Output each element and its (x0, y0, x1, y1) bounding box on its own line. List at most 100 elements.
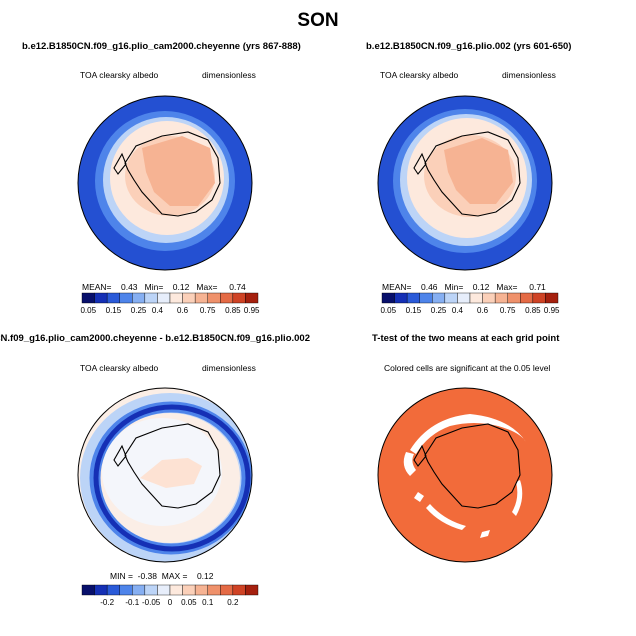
colorbar-swatch (419, 292, 433, 304)
positive-anomaly-patch (140, 458, 202, 488)
polar-map-bottom-left (77, 387, 253, 563)
colorbar-tick-label: 0.25 (431, 306, 447, 315)
colorbar-swatch (507, 292, 521, 304)
variable-label-bottom-left: TOA clearsky albedo (80, 363, 159, 373)
colorbar-swatch (207, 584, 221, 596)
units-label-top-right: dimensionless (502, 70, 556, 80)
variable-label-top-left: TOA clearsky albedo (80, 70, 159, 80)
colorbar-swatch (169, 292, 183, 304)
colorbar-swatch (106, 292, 120, 304)
insignificant-speck (414, 492, 424, 502)
insignificant-patch-east (512, 480, 523, 516)
map-border (77, 95, 253, 271)
colorbar-swatch (194, 584, 208, 596)
colorbar-swatch (381, 292, 395, 304)
colorbar-swatch (119, 292, 133, 304)
panel-title-top-left: b.e12.B1850CN.f09_g16.plio_cam2000.cheye… (22, 41, 301, 52)
colorbar-swatch (132, 292, 146, 304)
panel-title-clip-bottom-left: b.e12.B1850CN.f09_g16.plio_cam2000.cheye… (0, 333, 318, 347)
colorbar-swatch (245, 292, 259, 304)
polar-map-bottom-right (377, 387, 553, 563)
significant-cells (378, 388, 552, 562)
insignificant-patch-west (403, 452, 416, 476)
colorbar-swatch (119, 584, 133, 596)
colorbar-tick-label: 0.1 (202, 598, 214, 607)
polar-map-top-left (77, 95, 253, 271)
panel-title-top-right: b.e12.B1850CN.f09_g16.plio.002 (yrs 601-… (366, 41, 572, 52)
colorbar-tick-label: 0.05 (181, 598, 197, 607)
stats-top-left: MEAN= 0.43 Min= 0.12 Max= 0.74 (82, 282, 246, 292)
panel-title-bottom-left: b.e12.B1850CN.f09_g16.plio_cam2000.cheye… (0, 333, 310, 344)
panel-title-bottom-right: T-test of the two means at each grid poi… (372, 333, 560, 344)
colorbar-swatch (469, 292, 483, 304)
colorbar-tick-label: 0.95 (244, 306, 260, 315)
colorbar-swatch (220, 292, 234, 304)
colorbar-tick-label: -0.05 (142, 598, 161, 607)
panel-subtitle-bottom-right: Colored cells are significant at the 0.0… (384, 363, 551, 373)
colorbar-swatch (144, 584, 158, 596)
stats-bottom-left: MIN = -0.38 MAX = 0.12 (110, 571, 214, 581)
colorbar-swatch (394, 292, 408, 304)
variable-label-top-right: TOA clearsky albedo (380, 70, 459, 80)
colorbar-swatch (207, 292, 221, 304)
colorbar-swatch (182, 292, 196, 304)
colorbar-swatch (232, 292, 246, 304)
colorbar-swatch (545, 292, 559, 304)
colorbar-tick-label: 0.75 (200, 306, 216, 315)
colorbar-top-left: 0.05 0.15 0.25 0.4 0.6 0.75 0.85 0.95 (80, 292, 260, 315)
colorbar-tick-label: -0.2 (100, 598, 114, 607)
colorbar-swatch (444, 292, 458, 304)
insignificant-speck (480, 530, 490, 538)
colorbar-swatch (482, 292, 496, 304)
colorbar-tick-label: 0.6 (477, 306, 489, 315)
colorbar-tick-label: 0.4 (152, 306, 164, 315)
colorbar-top-right: 0.05 0.15 0.25 0.4 0.6 0.75 0.85 0.95 (380, 292, 560, 315)
map-border (377, 95, 553, 271)
colorbar-tick-label: 0.95 (544, 306, 560, 315)
colorbar-swatch (106, 584, 120, 596)
antarctica-coastline (113, 423, 221, 509)
plateau-band (444, 138, 513, 204)
colorbar-tick-label: 0.15 (106, 306, 122, 315)
units-label-bottom-left: dimensionless (202, 363, 256, 373)
polar-map-top-right (377, 95, 553, 271)
colorbar-swatch (232, 584, 246, 596)
antarctica-coastline (113, 131, 221, 217)
map-border (377, 387, 553, 563)
colorbar-swatch (81, 584, 95, 596)
colorbar-swatch (520, 292, 534, 304)
antarctica-coastline (413, 423, 521, 509)
colorbar-tick-label: 0.05 (80, 306, 96, 315)
colorbar-swatch (182, 584, 196, 596)
colorbar-swatch (220, 584, 234, 596)
colorbar-swatch (432, 292, 446, 304)
figure-title: SON (297, 10, 339, 31)
colorbar-tick-label: 0.25 (131, 306, 147, 315)
colorbar-swatch (457, 292, 471, 304)
colorbar-tick-label: -0.1 (125, 598, 139, 607)
colorbar-tick-label: 0.15 (406, 306, 422, 315)
colorbar-swatch (169, 584, 183, 596)
colorbar-swatch (94, 584, 108, 596)
colorbar-swatch (194, 292, 208, 304)
colorbar-tick-label: 0.6 (177, 306, 189, 315)
colorbar-tick-label: 0.85 (225, 306, 241, 315)
colorbar-swatch (81, 292, 95, 304)
colorbar-tick-label: 0 (168, 598, 173, 607)
stats-top-right: MEAN= 0.46 Min= 0.12 Max= 0.71 (382, 282, 546, 292)
colorbar-swatch (94, 292, 108, 304)
colorbar-tick-label: 0.75 (500, 306, 516, 315)
colorbar-swatch (532, 292, 546, 304)
anomaly-band-core (93, 404, 251, 552)
colorbar-bottom-left: -0.2 -0.1 -0.05 0 0.05 0.1 0.2 (81, 584, 259, 607)
colorbar-swatch (245, 584, 259, 596)
colorbar-swatch (132, 584, 146, 596)
insignificant-arc-north (410, 414, 526, 454)
colorbar-tick-label: 0.05 (380, 306, 396, 315)
antarctica-coastline (413, 131, 521, 217)
colorbar-tick-label: 0.85 (525, 306, 541, 315)
map-border (77, 387, 253, 563)
colorbar-swatch (494, 292, 508, 304)
colorbar-swatch (157, 584, 171, 596)
colorbar-swatch (406, 292, 420, 304)
